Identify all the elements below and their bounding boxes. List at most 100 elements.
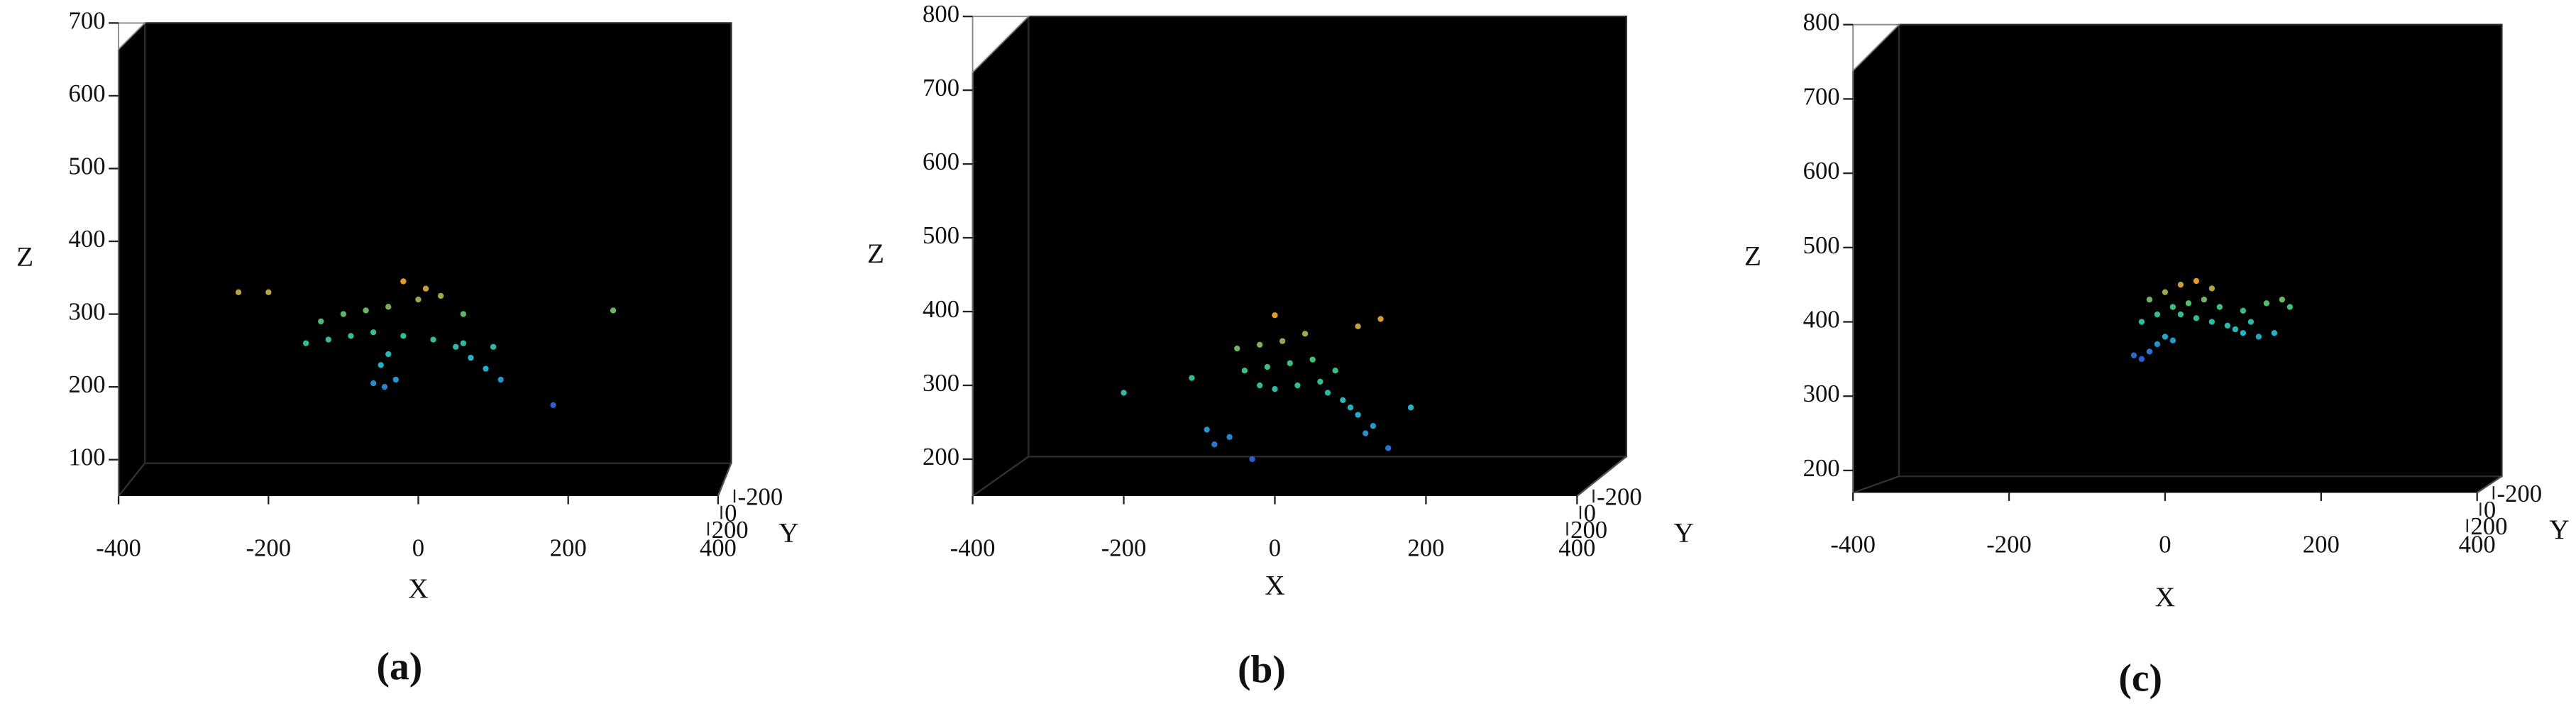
point — [2185, 300, 2192, 307]
point — [1363, 430, 1369, 436]
point — [550, 402, 556, 408]
point — [2146, 348, 2153, 355]
x-tick-label: -200 — [246, 534, 291, 561]
point — [2263, 300, 2270, 307]
z-tick-label: 300 — [69, 298, 106, 326]
y-tick-label: -200 — [2497, 480, 2542, 507]
point — [430, 336, 436, 343]
point — [490, 343, 497, 350]
x-tick-label: 400 — [700, 534, 737, 561]
y-tick-label: 200 — [712, 516, 749, 544]
point — [2232, 326, 2239, 333]
point — [610, 307, 617, 314]
point — [2154, 311, 2161, 318]
z-tick-label: 700 — [923, 74, 959, 101]
point — [2247, 319, 2255, 325]
point — [2193, 315, 2200, 321]
x-tick-label: -400 — [96, 534, 141, 561]
z-tick-label: 500 — [923, 221, 959, 249]
point — [1301, 331, 1309, 337]
z-tick-label: 300 — [1803, 380, 1840, 407]
z-tick-label: 700 — [1803, 82, 1840, 110]
plot-box — [119, 23, 732, 496]
point — [1355, 323, 1361, 329]
z-tick-label: 800 — [923, 0, 959, 28]
box-edge — [717, 463, 732, 497]
point — [385, 304, 392, 310]
caption: (c) — [2118, 656, 2162, 700]
point — [1294, 382, 1301, 389]
point — [437, 292, 444, 299]
x-axis-label: X — [1265, 570, 1284, 601]
back-face — [1898, 23, 2503, 478]
panel: -400 -200 0 200 400200300400500600700800-200… — [1744, 9, 2570, 700]
box-edge — [971, 456, 1029, 497]
box-edge — [118, 462, 146, 497]
point — [265, 289, 272, 296]
point — [2271, 330, 2278, 336]
point — [2216, 304, 2223, 310]
z-tick-label: 400 — [923, 295, 959, 323]
panel: -400 -200 0 200 400100200300400500600700-200… — [16, 6, 798, 688]
point — [453, 343, 459, 350]
y-tick-label: -200 — [738, 483, 783, 511]
z-tick-label: 100 — [69, 444, 106, 471]
point — [1121, 390, 1127, 396]
point — [1226, 434, 1233, 440]
y-tick-label: 200 — [2470, 512, 2507, 540]
x-tick-label: 200 — [2303, 531, 2340, 559]
corner — [1852, 23, 1901, 72]
point — [1279, 338, 1286, 344]
point — [325, 336, 331, 343]
point — [1377, 316, 1384, 322]
point — [1211, 441, 1218, 448]
x-tick-label: -200 — [1986, 531, 2032, 559]
point — [1272, 312, 1278, 319]
point — [2255, 334, 2262, 340]
point — [2208, 285, 2216, 292]
z-tick-label: 400 — [69, 225, 106, 253]
point — [400, 278, 407, 285]
point — [318, 318, 324, 325]
point — [2162, 334, 2169, 340]
point — [1257, 341, 1263, 348]
x-tick-label: 200 — [550, 534, 587, 561]
z-tick-label: 200 — [69, 370, 106, 398]
point — [235, 289, 242, 296]
box-edge — [2477, 475, 2503, 494]
panel: -400 -200 0 200 400200300400500600700800-200… — [867, 0, 1694, 692]
point — [1385, 445, 1392, 451]
y-tick-label: 0 — [2484, 496, 2496, 524]
point — [2286, 304, 2293, 310]
y-tick-label: 0 — [725, 500, 737, 527]
point — [2169, 304, 2176, 310]
z-tick-label: 600 — [923, 148, 959, 175]
point — [1249, 456, 1255, 463]
point — [1264, 363, 1271, 370]
point — [2138, 356, 2145, 363]
point — [370, 380, 377, 387]
z-axis-label: Z — [1744, 241, 1761, 272]
corner — [118, 22, 147, 51]
z-tick-label: 600 — [69, 79, 106, 107]
x-tick-label: -200 — [1101, 534, 1147, 561]
z-tick-label: 300 — [923, 369, 959, 397]
point — [385, 351, 392, 358]
z-tick-label: 500 — [69, 152, 106, 180]
back-face — [1028, 15, 1627, 458]
y-axis-label: Y — [2549, 514, 2569, 545]
point — [1332, 368, 1338, 374]
x-tick-label: -400 — [1830, 531, 1876, 559]
x-tick-label: 400 — [2459, 531, 2496, 559]
point — [2201, 296, 2208, 303]
x-axis-label: X — [408, 573, 428, 604]
point — [2208, 319, 2216, 325]
point — [302, 340, 309, 346]
point — [1340, 397, 1346, 403]
box-edge — [1852, 475, 1900, 494]
x-tick-label: 400 — [1558, 534, 1595, 561]
z-tick-label: 700 — [69, 6, 106, 34]
point — [2130, 352, 2137, 358]
y-axis-label: Y — [778, 517, 798, 549]
z-axis-label: Z — [16, 241, 33, 273]
